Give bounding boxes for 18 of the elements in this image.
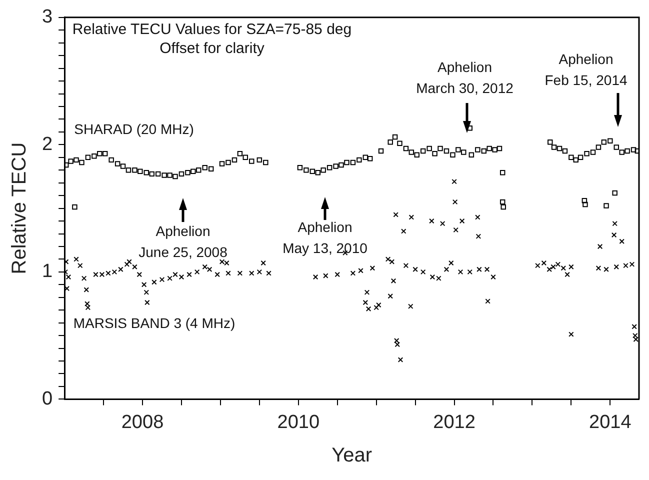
annotation: Aphelion March 30, 2012: [416, 59, 514, 96]
series-label: MARSIS BAND 3 (4 MHz): [73, 314, 236, 331]
chart-title: Relative TECU Values for SZA=75-85 deg: [72, 21, 352, 38]
y-tick-label: 1: [42, 261, 53, 282]
y-axis-title: Relative TECU: [8, 142, 31, 274]
x-tick-label: 2012: [433, 412, 476, 433]
x-tick-label: 2008: [121, 412, 164, 433]
annotation: Aphelion May 13, 2010: [282, 218, 368, 256]
y-tick-label: 2: [42, 134, 53, 155]
x-tick-label: 2010: [277, 412, 320, 433]
annotation: Aphelion Feb 15, 2014: [544, 50, 628, 88]
text: Offset for clarity: [160, 40, 265, 58]
x-axis-title: Year: [332, 444, 372, 467]
series-label: SHARAD (20 MHz): [74, 120, 194, 137]
annotation: Aphelion June 25, 2008: [138, 222, 228, 260]
y-tick-label: 3: [42, 6, 53, 28]
x-tick-label: 2014: [589, 412, 632, 433]
y-tick-label: 0: [42, 388, 53, 410]
